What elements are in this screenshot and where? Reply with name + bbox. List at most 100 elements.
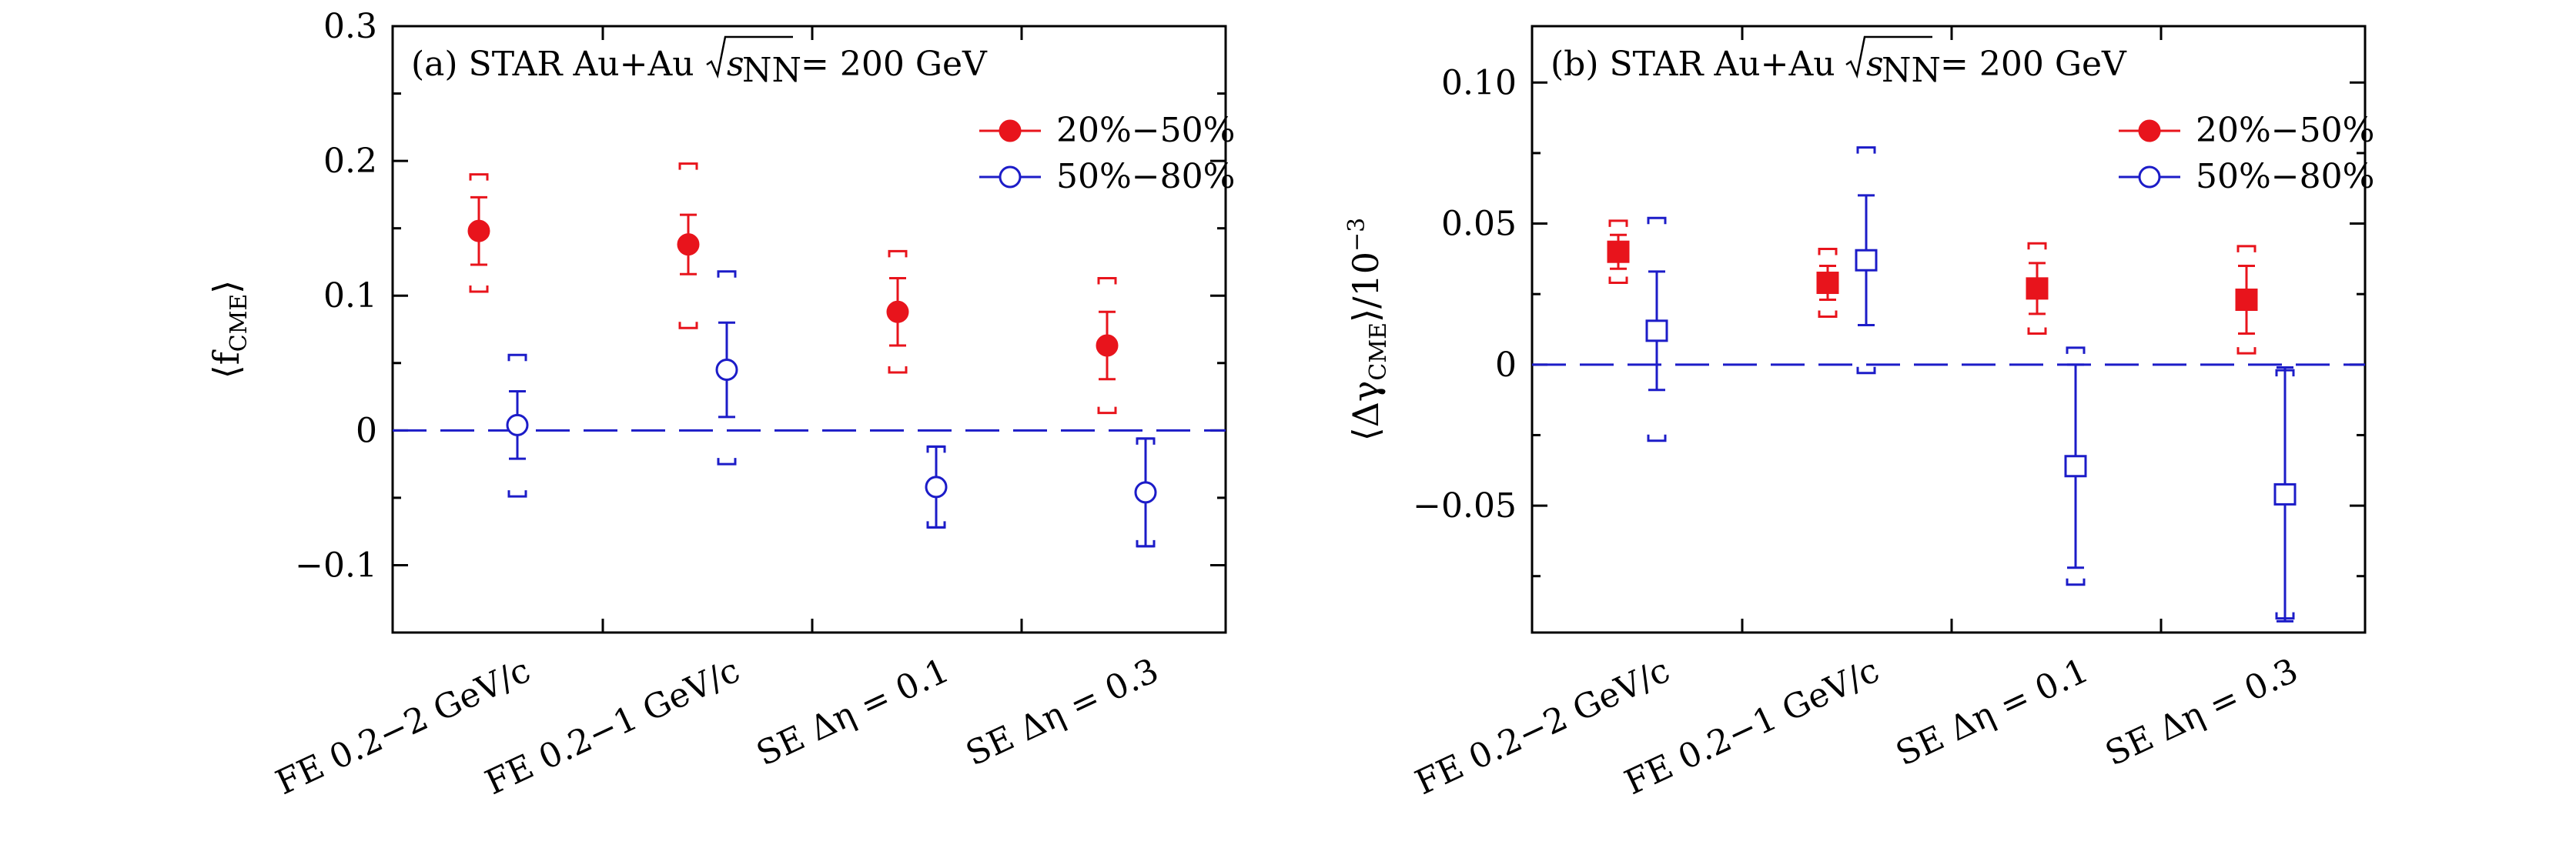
data-point [886, 300, 909, 323]
data-point [925, 476, 948, 499]
y-tick-label: 0.1 [323, 276, 377, 315]
legend-marker [2138, 119, 2161, 142]
legend-marker [999, 165, 1022, 189]
legend-label: 20%−50% [1056, 111, 1235, 150]
y-label-subscript: CME [1365, 322, 1392, 381]
sys-error-bracket [2027, 327, 2047, 335]
legend-label: 50%−80% [2196, 157, 2374, 196]
data-point [1096, 334, 1119, 357]
sys-error-bracket [2236, 347, 2257, 355]
legend-label: 50%−80% [1056, 157, 1235, 196]
sqrt-s-text: s [1866, 45, 1884, 84]
data-point [1645, 319, 1668, 342]
sys-error-bracket [469, 285, 489, 293]
data-point [2064, 455, 2087, 478]
y-tick-label: −0.05 [1413, 486, 1517, 526]
legend-marker [2138, 165, 2161, 189]
y-label-main: ⟨f [206, 349, 247, 379]
category-label: SE Δη = 0.3 [960, 651, 1165, 774]
sys-error-bracket [1818, 310, 1838, 319]
sys-error-bracket [2275, 369, 2295, 377]
sys-error-bracket [2236, 245, 2257, 252]
panel-title-energy: = 200 GeV [1940, 45, 2127, 84]
plot-frame [391, 25, 1227, 634]
y-axis-label: ⟨fCME⟩ [206, 280, 253, 379]
series-50-80 [1645, 146, 2297, 623]
sys-error-bracket [1818, 248, 1838, 255]
data-point [2026, 277, 2049, 300]
legend: 20%−50% 50%−80% [979, 111, 1235, 196]
data-point [2235, 289, 2258, 312]
panel-title-text: (a) STAR Au+Au [411, 45, 694, 84]
sqrt-nn-text: NN [742, 51, 801, 90]
y-tick-label: 0.05 [1441, 205, 1517, 244]
data-point [715, 359, 738, 382]
legend-marker [999, 119, 1022, 142]
sys-error-bracket [1856, 366, 1876, 375]
sys-error-bracket [888, 249, 908, 258]
plot-frame [1531, 25, 2367, 634]
y-label-close: ⟩/10 [1345, 252, 1387, 322]
y-label-close: ⟩ [206, 280, 247, 294]
sys-error-bracket [1608, 276, 1628, 285]
sys-error-bracket [2066, 346, 2086, 354]
data-point [2273, 482, 2297, 506]
sys-error-bracket [678, 162, 698, 170]
series-20-50 [467, 162, 1119, 415]
sqrt-nn-text: NN [1882, 51, 1941, 90]
data-point [467, 219, 490, 242]
y-label-main: ⟨Δγ [1345, 381, 1387, 442]
category-label: SE Δη = 0.1 [751, 651, 955, 774]
series-20-50 [1607, 219, 2258, 355]
data-point [1816, 272, 1839, 295]
sys-error-bracket [1136, 437, 1156, 445]
sys-error-bracket [507, 490, 527, 498]
panel-title: (a) STAR Au+Au sNN = 200 GeV [411, 35, 988, 90]
y-tick-label: 0.3 [323, 7, 377, 46]
data-point [677, 233, 700, 256]
y-tick-label: 0 [356, 411, 377, 450]
series-50-80 [506, 270, 1157, 548]
panel-title: (b) STAR Au+Au sNN = 200 GeV [1551, 35, 2127, 90]
y-label-subscript: CME [226, 294, 253, 352]
sqrt-symbol [706, 35, 793, 79]
sys-error-bracket [1097, 406, 1117, 415]
sys-error-bracket [1647, 216, 1667, 225]
sys-error-bracket [888, 366, 908, 374]
sys-error-bracket [469, 173, 489, 181]
sqrt-s-text: s [727, 45, 744, 84]
sys-error-bracket [1608, 219, 1628, 227]
data-point [1855, 249, 1878, 272]
y-tick-label: 0.2 [323, 142, 377, 181]
legend-label: 20%−50% [2196, 111, 2374, 150]
category-label: SE Δη = 0.1 [1890, 651, 2095, 774]
panel-title-energy: = 200 GeV [801, 45, 988, 84]
y-label-superscript: −3 [1343, 218, 1370, 252]
data-point [1134, 481, 1157, 504]
sys-error-bracket [1136, 539, 1156, 548]
sys-error-bracket [2027, 242, 2047, 250]
sys-error-bracket [1097, 276, 1117, 285]
data-point [506, 413, 529, 436]
sys-error-bracket [678, 322, 698, 329]
sys-error-bracket [2066, 578, 2086, 586]
sys-error-bracket [717, 270, 737, 278]
y-tick-label: −0.1 [295, 546, 377, 585]
panel-a-chart: −0.100.10.20.3FE 0.2−2 GeV/cFE 0.2−1 GeV… [206, 7, 1235, 803]
sys-error-bracket [926, 445, 946, 453]
panel-title-text: (b) STAR Au+Au [1551, 45, 1835, 84]
y-tick-label: 0 [1495, 346, 1517, 385]
category-label: SE Δη = 0.3 [2099, 651, 2304, 774]
sys-error-bracket [2275, 612, 2295, 620]
sys-error-bracket [717, 458, 737, 466]
sqrt-symbol [1845, 35, 1932, 79]
sys-error-bracket [926, 521, 946, 529]
data-point [1607, 240, 1630, 263]
sys-error-bracket [1647, 434, 1667, 442]
sys-error-bracket [507, 353, 527, 362]
y-axis-label: ⟨ΔγCME⟩/10−3 [1343, 218, 1392, 441]
y-tick-label: 0.10 [1441, 63, 1517, 102]
legend: 20%−50% 50%−80% [2119, 111, 2374, 196]
